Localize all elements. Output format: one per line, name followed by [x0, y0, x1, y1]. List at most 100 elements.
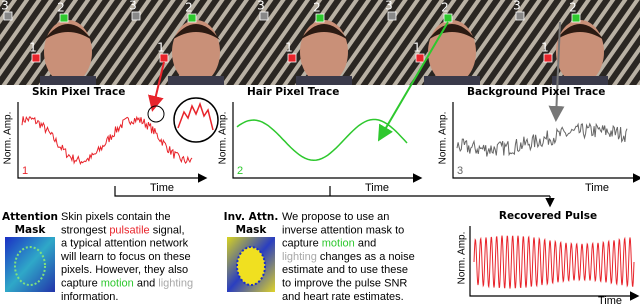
shirt [296, 76, 352, 85]
text-run: Skin pixels contain the [61, 211, 170, 223]
text-run: changes as a noise [317, 251, 415, 263]
mask-label: Mask [236, 224, 268, 236]
trace [236, 118, 408, 162]
roi-marker [159, 53, 169, 63]
y-axis-label: Norm. Amp. [457, 232, 468, 285]
paragraph-line: will learn to focus on these [60, 251, 191, 263]
connector [114, 186, 550, 197]
y-axis-label: Norm. Amp. [3, 112, 14, 165]
roi-marker [387, 11, 397, 21]
roi-marker [515, 11, 525, 21]
roi-label: 3 [1, 0, 9, 13]
text-run: estimate and to use these [282, 264, 408, 276]
hair [172, 24, 220, 40]
text-run: We propose to use an [282, 211, 389, 223]
panel-index: 3 [457, 165, 463, 177]
text-run: signal, [150, 224, 185, 236]
background-arrow [548, 21, 565, 122]
roi-marker [131, 11, 141, 21]
x-axis-label: Time [598, 295, 622, 307]
paragraph-line: and heart rate estimates. [282, 291, 404, 303]
text-run: to improve the pulse SNR [282, 277, 407, 289]
text-run: capture [282, 238, 322, 250]
text-run: information. [61, 291, 118, 303]
hair [300, 24, 348, 40]
roi-label: 3 [513, 0, 521, 13]
hair [556, 24, 604, 40]
paragraph-line: pixels. However, they also [61, 264, 188, 276]
panel-index: 1 [22, 165, 28, 177]
roi-marker [259, 11, 269, 21]
shirt [424, 76, 480, 85]
axes [452, 102, 640, 183]
trace-panels: Skin Pixel Trace Norm. Amp. Time 1 Hair Pixe… [3, 86, 640, 307]
pulse-trace [473, 235, 635, 289]
mask-face [14, 246, 46, 286]
panel-title: Recovered Pulse [499, 210, 597, 222]
mask-label: Mask [15, 224, 47, 236]
text-run: pixels. However, they also [61, 264, 188, 276]
face [172, 20, 220, 84]
roi-label: 3 [257, 0, 265, 13]
roi-marker [543, 53, 553, 63]
text-run: and heart rate estimates. [282, 291, 404, 303]
hair [44, 24, 92, 40]
highlight-word: lighting [282, 251, 317, 263]
paragraph-line: estimate and to use these [282, 264, 408, 276]
paragraph-line: capture motion and lighting [61, 277, 193, 289]
panel-title: Background Pixel Trace [467, 86, 605, 98]
paragraph-line: strongest pulsatile signal, [61, 224, 185, 236]
hair [428, 24, 476, 40]
shirt [40, 76, 96, 85]
y-axis-label: Norm. Amp. [218, 112, 229, 165]
paragraph-line: a typical attention network [61, 238, 189, 250]
roi-label: 3 [385, 0, 393, 13]
axes [17, 102, 208, 183]
paragraph-line: capture motion and [282, 238, 376, 250]
y-axis-label: Norm. Amp. [438, 112, 449, 165]
roi-marker [31, 53, 41, 63]
x-axis-label: Time [365, 182, 389, 194]
panel-index: 2 [237, 165, 243, 177]
roi-marker [443, 13, 453, 23]
roi-label: 1 [413, 41, 421, 55]
roi-marker [571, 13, 581, 23]
mask-label: Attention [2, 211, 58, 223]
text-run: capture [61, 277, 101, 289]
paragraph-line: to improve the pulse SNR [282, 277, 407, 289]
roi-marker [187, 13, 197, 23]
roi-marker [415, 53, 425, 63]
zoom-source [147, 105, 165, 123]
zoom-inset [173, 97, 219, 143]
text-run: and [134, 277, 158, 289]
roi-label: 3 [129, 0, 137, 13]
roi-marker [3, 11, 13, 21]
roi-label: 2 [569, 1, 577, 15]
text-run: strongest [61, 224, 109, 236]
zoom-trace [177, 101, 214, 131]
panel-title: Skin Pixel Trace [32, 86, 125, 98]
text-run: and [355, 238, 376, 250]
hair-arrow [377, 21, 449, 142]
roi-label: 1 [541, 41, 549, 55]
roi-marker [287, 53, 297, 63]
attention-mask-image [5, 237, 55, 292]
roi-label: 2 [441, 1, 449, 15]
x-axis-label: Time [585, 182, 609, 194]
shirt [552, 76, 608, 85]
roi-label: 2 [57, 1, 65, 15]
roi-label: 2 [185, 1, 193, 15]
mask-label: Inv. Attn. [224, 211, 279, 223]
x-axis-label: Time [150, 182, 174, 194]
video-frames: 1 2 3 1 2 3 1 2 3 1 2 3 1 2 3 [0, 0, 640, 142]
roi-label: 1 [285, 41, 293, 55]
roi-marker [315, 13, 325, 23]
text-run: a typical attention network [61, 238, 189, 250]
highlight-word: motion [322, 238, 355, 250]
axes [469, 226, 640, 301]
paragraph-line: Skin pixels contain the [61, 211, 170, 223]
inverse-mask-face [236, 246, 266, 286]
roi-marker [59, 13, 69, 23]
highlight-word: motion [101, 277, 134, 289]
